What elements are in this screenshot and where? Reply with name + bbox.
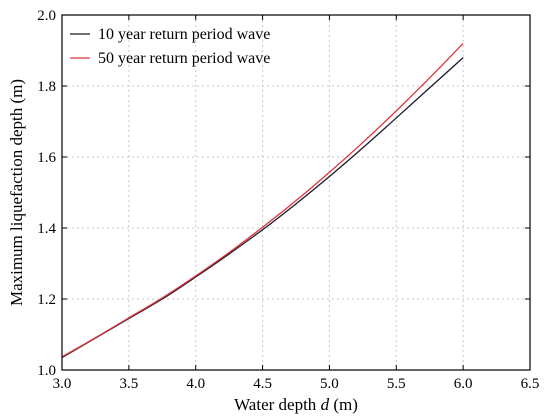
grid <box>62 15 530 370</box>
series-layer <box>61 42 464 359</box>
legend-label: 10 year return period wave <box>98 26 270 43</box>
y-tick-label: 2.0 <box>37 8 56 24</box>
x-axis-title: Water depth d (m) <box>234 395 358 414</box>
series-line <box>61 57 464 359</box>
y-tick-label: 1.2 <box>37 292 56 308</box>
x-tick-label: 3.5 <box>119 376 138 392</box>
x-tick-labels: 3.0 3.5 4.0 4.5 5.0 5.5 6.0 6.5 <box>53 376 540 392</box>
x-tick-label: 4.5 <box>253 376 272 392</box>
ticks <box>61 14 531 371</box>
legend-item: 50 year return period wave <box>70 50 270 67</box>
legend-item: 10 year return period wave <box>70 26 270 43</box>
x-tick-label: 3.0 <box>53 376 72 392</box>
y-tick-label: 1.6 <box>37 150 56 166</box>
legend-label: 50 year return period wave <box>98 50 270 67</box>
y-tick-label: 1.4 <box>37 221 56 237</box>
x-tick-label: 5.5 <box>387 376 406 392</box>
y-tick-label: 1.0 <box>37 363 56 379</box>
x-tick-label: 4.0 <box>186 376 205 392</box>
plot-frame <box>61 14 531 371</box>
legend: 10 year return period wave 50 year retur… <box>70 26 270 67</box>
x-tick-label: 6.0 <box>454 376 473 392</box>
y-axis-title: Maximum liquefaction depth (m) <box>7 79 26 306</box>
y-tick-label: 1.8 <box>37 79 56 95</box>
x-tick-label: 5.0 <box>320 376 339 392</box>
y-tick-labels: 1.0 1.2 1.4 1.6 1.8 2.0 <box>37 8 56 379</box>
series-line <box>61 42 464 358</box>
x-tick-label: 6.5 <box>521 376 540 392</box>
